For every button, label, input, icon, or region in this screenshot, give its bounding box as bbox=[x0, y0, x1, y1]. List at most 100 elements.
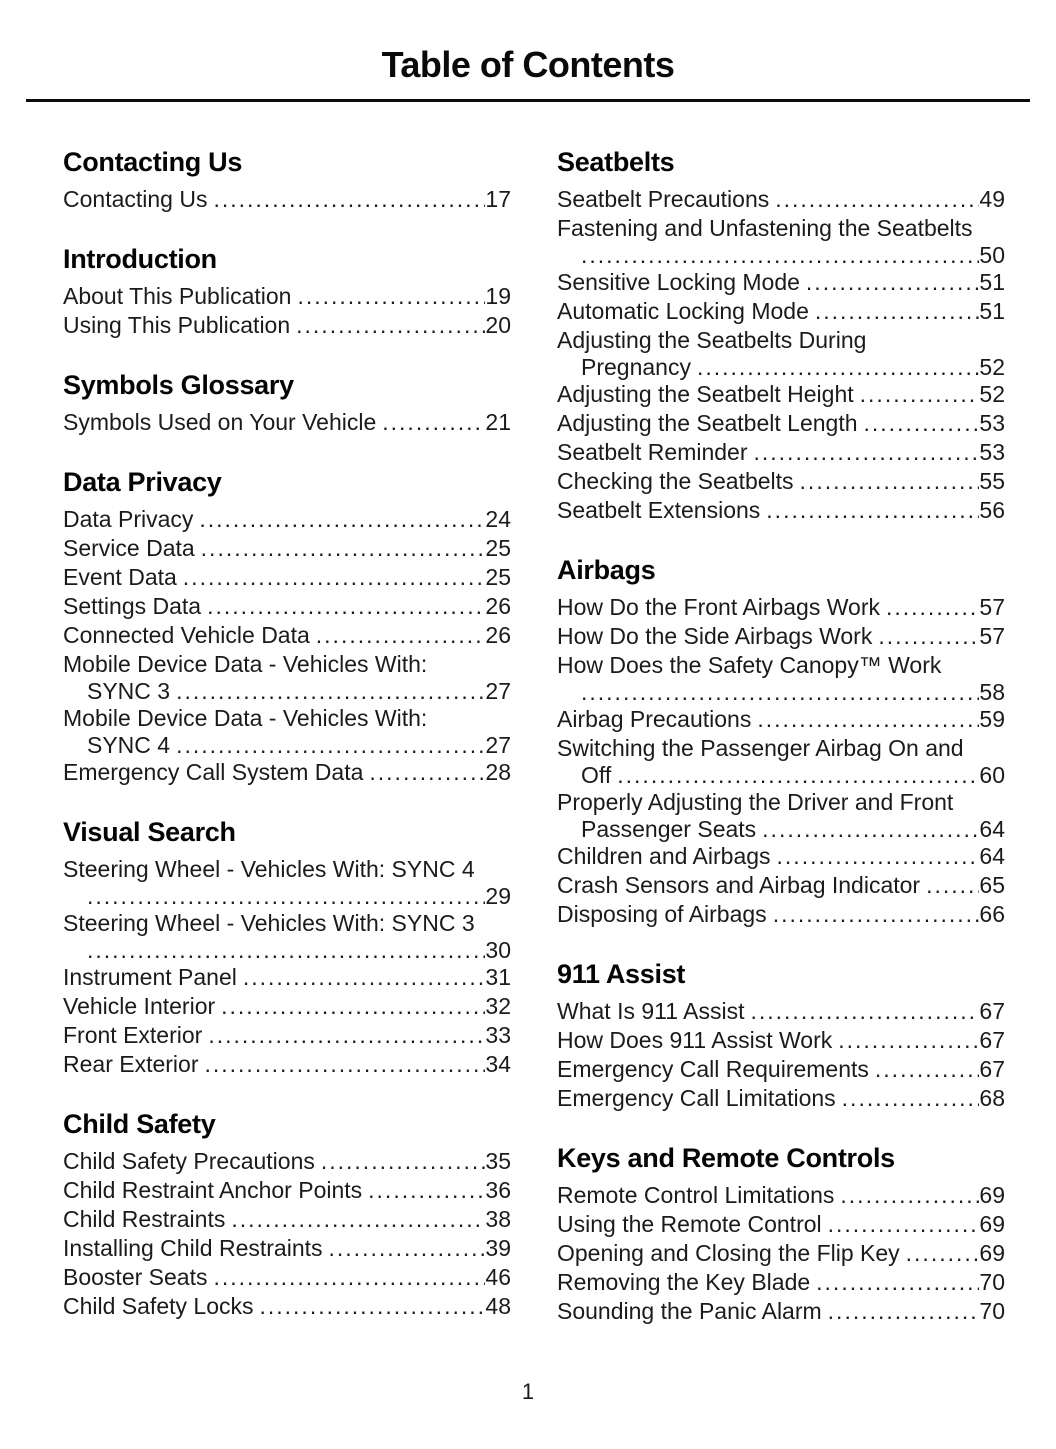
entry-line: Checking the Seatbelts 55 bbox=[557, 467, 1005, 496]
entry-page-number: 20 bbox=[485, 312, 511, 338]
entry-label: Using the Remote Control bbox=[557, 1211, 822, 1237]
entry-page-number: 51 bbox=[979, 269, 1005, 295]
entry-label: Adjusting the Seatbelt Length bbox=[557, 410, 858, 436]
entry-line: Child Restraint Anchor Points 36 bbox=[63, 1176, 511, 1205]
entry-label: Adjusting the Seatbelt Height bbox=[557, 381, 854, 407]
toc-entry: Event Data 25 bbox=[63, 563, 511, 592]
dot-leader bbox=[926, 871, 979, 900]
toc-entry: How Do the Side Airbags Work 57 bbox=[557, 622, 1005, 651]
entry-page-number: 69 bbox=[979, 1182, 1005, 1208]
entry-label-line: Fastening and Unfastening the Seatbelts bbox=[557, 215, 973, 241]
toc-section: Seatbelts Seatbelt Precautions 49Fastening… bbox=[557, 144, 1005, 525]
dot-leader bbox=[840, 1181, 979, 1210]
entry-line: Contacting Us 17 bbox=[63, 185, 511, 214]
entry-line: Children and Airbags 64 bbox=[557, 842, 1005, 871]
toc-entry: What Is 911 Assist 67 bbox=[557, 997, 1005, 1026]
dot-leader bbox=[213, 185, 485, 214]
entry-label: Installing Child Restraints bbox=[63, 1235, 323, 1261]
entry-label: Event Data bbox=[63, 564, 177, 590]
entry-page-number: 67 bbox=[979, 1056, 1005, 1082]
entry-page-number: 67 bbox=[979, 998, 1005, 1024]
entry-line: Crash Sensors and Airbag Indicator 65 bbox=[557, 871, 1005, 900]
entry-line: Data Privacy 24 bbox=[63, 505, 511, 534]
entry-line: Booster Seats 46 bbox=[63, 1263, 511, 1292]
entry-line: Opening and Closing the Flip Key 69 bbox=[557, 1239, 1005, 1268]
entry-label: Using This Publication bbox=[63, 312, 291, 338]
entry-line: How Do the Side Airbags Work 57 bbox=[557, 622, 1005, 651]
toc-entry: Checking the Seatbelts 55 bbox=[557, 467, 1005, 496]
entry-line: Seatbelt Reminder 53 bbox=[557, 438, 1005, 467]
toc-entry: Fastening and Unfastening the Seatbelts5… bbox=[557, 214, 1005, 268]
entry-page-number: 31 bbox=[485, 964, 511, 990]
entry-label-line: Steering Wheel - Vehicles With: SYNC 4 bbox=[63, 856, 475, 882]
entry-page-number: 56 bbox=[979, 497, 1005, 523]
dot-leader bbox=[581, 243, 979, 268]
entry-label: Service Data bbox=[63, 535, 195, 561]
entry-page-number: 65 bbox=[979, 872, 1005, 898]
entry-page-number: 57 bbox=[979, 594, 1005, 620]
entry-label: SYNC 4 bbox=[87, 732, 171, 758]
toc-entry: Emergency Call Limitations 68 bbox=[557, 1084, 1005, 1113]
toc-entry: Contacting Us 17 bbox=[63, 185, 511, 214]
entry-label: Data Privacy bbox=[63, 506, 194, 532]
entry-label: Crash Sensors and Airbag Indicator bbox=[557, 872, 921, 898]
dot-leader bbox=[886, 593, 979, 622]
entry-label: How Do the Front Airbags Work bbox=[557, 594, 880, 620]
entry-label: Passenger Seats bbox=[581, 816, 757, 842]
entry-label: Child Safety Locks bbox=[63, 1293, 254, 1319]
section-heading: Symbols Glossary bbox=[63, 370, 294, 400]
entry-page-number: 17 bbox=[485, 186, 511, 212]
title-divider bbox=[26, 99, 1030, 102]
entry-line: Front Exterior 33 bbox=[63, 1021, 511, 1050]
dot-leader bbox=[754, 438, 980, 467]
entry-line: Sensitive Locking Mode 51 bbox=[557, 268, 1005, 297]
toc-entry: Adjusting the Seatbelt Length 53 bbox=[557, 409, 1005, 438]
entry-line: Seatbelt Extensions 56 bbox=[557, 496, 1005, 525]
toc-entry: Switching the Passenger Airbag On and Off… bbox=[557, 734, 1005, 788]
toc-section: Keys and Remote Controls Remote Control L… bbox=[557, 1140, 1005, 1326]
entry-page-number: 70 bbox=[979, 1298, 1005, 1324]
dot-leader bbox=[773, 900, 980, 929]
entry-label: Disposing of Airbags bbox=[557, 901, 767, 927]
entry-page-number: 69 bbox=[979, 1240, 1005, 1266]
dot-leader bbox=[213, 1263, 485, 1292]
toc-entry: Data Privacy 24 bbox=[63, 505, 511, 534]
entry-continuation-line: 30 bbox=[63, 938, 511, 963]
dot-leader bbox=[842, 1084, 980, 1113]
entry-label: Removing the Key Blade bbox=[557, 1269, 811, 1295]
entry-page-number: 53 bbox=[979, 439, 1005, 465]
dot-leader bbox=[176, 733, 485, 758]
entry-page-number: 19 bbox=[485, 283, 511, 309]
entry-line: Vehicle Interior 32 bbox=[63, 992, 511, 1021]
toc-entry: Children and Airbags 64 bbox=[557, 842, 1005, 871]
entry-label: Rear Exterior bbox=[63, 1051, 199, 1077]
document-footer: 1 bbox=[0, 1379, 1056, 1405]
entry-page-number: 49 bbox=[979, 186, 1005, 212]
entry-page-number: 52 bbox=[979, 354, 1005, 380]
dot-leader bbox=[838, 1026, 979, 1055]
toc-section: Data Privacy Data Privacy 24 Service Data 25… bbox=[63, 464, 511, 787]
toc-entry: Installing Child Restraints 39 bbox=[63, 1234, 511, 1263]
entry-line: Remote Control Limitations 69 bbox=[557, 1181, 1005, 1210]
entry-label: Checking the Seatbelts bbox=[557, 468, 794, 494]
dot-leader bbox=[906, 1239, 980, 1268]
entry-line: Airbag Precautions 59 bbox=[557, 705, 1005, 734]
toc-entry: Seatbelt Reminder 53 bbox=[557, 438, 1005, 467]
entry-page-number: 21 bbox=[485, 409, 511, 435]
entry-line: Using the Remote Control 69 bbox=[557, 1210, 1005, 1239]
section-heading: Keys and Remote Controls bbox=[557, 1143, 895, 1173]
entry-line: How Does 911 Assist Work 67 bbox=[557, 1026, 1005, 1055]
dot-leader bbox=[762, 817, 979, 842]
entry-label: Emergency Call System Data bbox=[63, 759, 364, 785]
toc-entry: Symbols Used on Your Vehicle 21 bbox=[63, 408, 511, 437]
entry-line: Seatbelt Precautions 49 bbox=[557, 185, 1005, 214]
entry-page-number: 55 bbox=[979, 468, 1005, 494]
dot-leader bbox=[816, 1268, 979, 1297]
entry-line: Settings Data 26 bbox=[63, 592, 511, 621]
entry-page-number: 36 bbox=[485, 1177, 511, 1203]
dot-leader bbox=[806, 268, 979, 297]
entry-line: What Is 911 Assist 67 bbox=[557, 997, 1005, 1026]
entry-continuation-line: SYNC 3 27 bbox=[63, 679, 511, 704]
entry-label: Off bbox=[581, 762, 612, 788]
toc-entry: Using the Remote Control 69 bbox=[557, 1210, 1005, 1239]
